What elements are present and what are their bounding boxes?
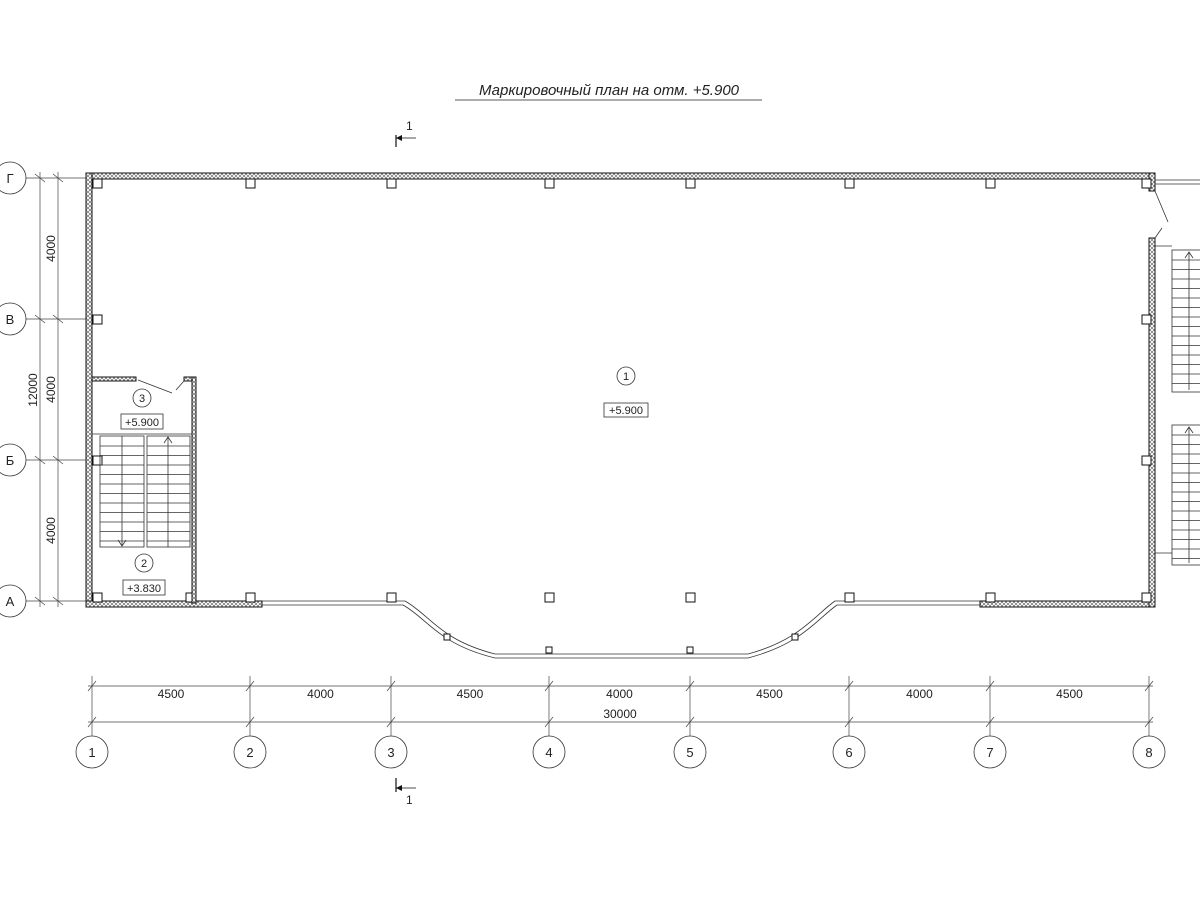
glazed-bay-window [262,600,980,659]
stair-core-left [91,376,197,604]
svg-text:В: В [6,312,15,327]
bay-dimension: 4500 [1056,687,1083,701]
column [245,592,256,603]
drawing-title: Маркировочный план на отм. +5.900 [479,82,740,99]
row-span-dimension: 4000 [44,235,58,262]
room-tag-2: 2 +3.830 [122,553,166,596]
svg-text:1: 1 [623,371,629,383]
svg-text:Б: Б [6,453,15,468]
bay-dimension: 4500 [756,687,783,701]
total-width-dimension: 12000 [26,373,40,407]
axis-bubble-row: А [0,584,86,618]
svg-text:6: 6 [845,745,852,760]
row-span-dimension: 4000 [44,376,58,403]
column [685,592,696,603]
column [1141,592,1152,603]
column [386,178,397,189]
svg-text:5: 5 [686,745,693,760]
axis-bubble-row: Б [0,443,86,477]
column [443,633,451,641]
column [544,592,555,603]
room-tag-3: 3 +5.900 [120,388,164,430]
svg-text:8: 8 [1145,745,1152,760]
column [92,592,103,603]
column [791,633,799,641]
svg-text:3: 3 [387,745,394,760]
column [844,178,855,189]
column [985,592,996,603]
column [686,646,694,654]
stair-right [1155,245,1200,566]
column [544,178,555,189]
room-tag-1: 1 +5.900 [603,366,649,418]
svg-text:2: 2 [141,558,147,570]
column [92,178,103,189]
exterior-walls [85,172,1200,608]
columns [92,178,1152,654]
axis-bubble-row: Г [0,161,86,195]
svg-text:А: А [6,594,15,609]
svg-text:+3.830: +3.830 [127,583,161,595]
axis-bubble-row: В [0,302,86,336]
bay-dimension: 4000 [307,687,334,701]
svg-text:7: 7 [986,745,993,760]
bay-dimension: 4000 [606,687,633,701]
svg-text:4: 4 [545,745,552,760]
svg-text:1: 1 [88,745,95,760]
row-span-dimension: 4000 [44,517,58,544]
column [92,455,103,466]
column [985,178,996,189]
bay-dimension: 4000 [906,687,933,701]
svg-text:2: 2 [246,745,253,760]
column [545,646,553,654]
svg-text:+5.900: +5.900 [609,405,643,417]
column [685,178,696,189]
section-mark-top: 1 [395,119,416,147]
column [1141,455,1152,466]
svg-text:1: 1 [406,119,413,133]
column [245,178,256,189]
total-length-dimension: 30000 [603,707,637,721]
svg-text:+5.900: +5.900 [125,417,159,429]
column [1141,178,1152,189]
section-mark-bottom: 1 [395,778,416,807]
column [92,314,103,325]
bay-dimension: 4500 [158,687,185,701]
bay-dimension: 4500 [457,687,484,701]
dimension-lines: 4500 4000 4500 4000 4500 4000 4500 30000 4000 400… [26,172,1153,723]
column [1141,314,1152,325]
column [386,592,397,603]
svg-text:1: 1 [406,793,413,807]
svg-text:Г: Г [6,171,13,186]
svg-text:3: 3 [139,393,145,405]
column [844,592,855,603]
